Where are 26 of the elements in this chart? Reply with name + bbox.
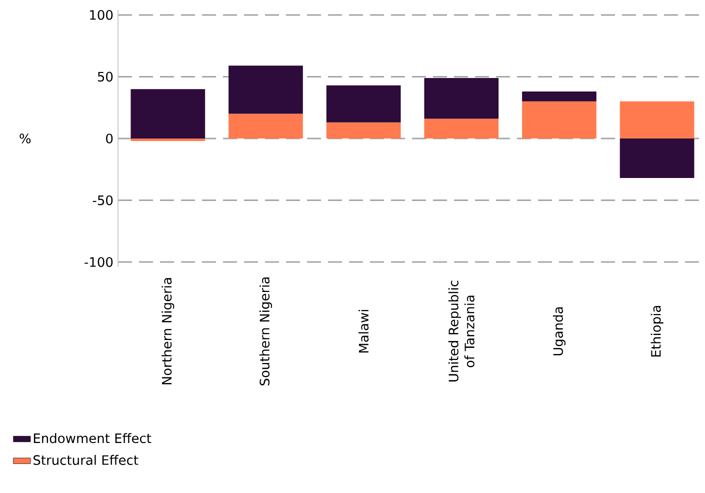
y-tick-label: 50 [98, 72, 113, 82]
bar [620, 138, 694, 178]
bar [424, 78, 499, 119]
bar [130, 138, 206, 141]
x-tick-label: United Republic of Tanzania [448, 280, 474, 382]
bar [228, 114, 303, 138]
bar [130, 89, 206, 138]
bar [522, 101, 596, 138]
x-tick-label: Ethiopia [650, 306, 664, 356]
bar [522, 92, 596, 102]
legend-label: Endowment Effect [34, 433, 152, 444]
x-tick-label: Northern Nigeria [162, 278, 174, 384]
bar [424, 118, 499, 138]
x-tick-label: Southern Nigeria [259, 277, 272, 386]
y-axis-title: % [20, 134, 31, 144]
x-tick-label: Uganda [552, 307, 566, 356]
y-tick-label: 100 [90, 10, 113, 20]
y-tick-label: -100 [84, 257, 113, 267]
bar [326, 85, 401, 122]
legend-label: Structural Effect [34, 454, 138, 465]
bar [620, 101, 694, 138]
y-tick-label: -50 [92, 195, 113, 206]
bar [326, 122, 401, 138]
bar [228, 66, 303, 114]
x-tick-label: Malawi [358, 310, 369, 353]
y-tick-label: 0 [106, 134, 113, 144]
